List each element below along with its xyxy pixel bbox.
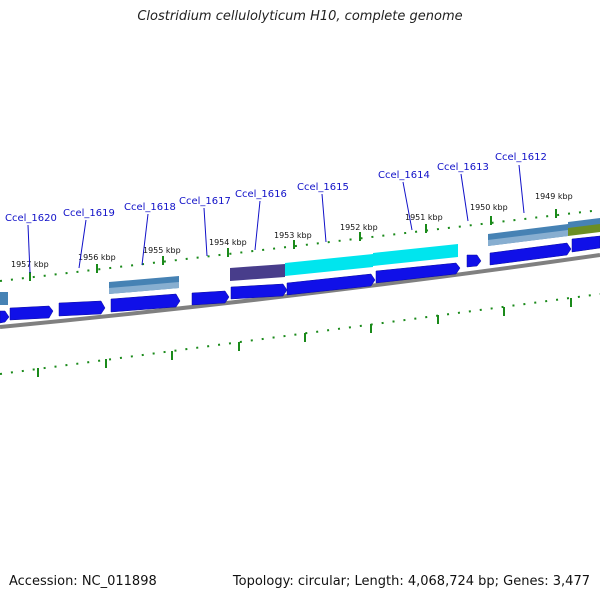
genome-summary-text: Topology: circular; Length: 4,068,724 bp… — [232, 574, 590, 589]
inner-scale-ring — [0, 293, 600, 375]
scale-label: 1950 kbp — [470, 203, 508, 212]
gene-label: Ccel_1613 — [437, 162, 489, 173]
annotation-block — [0, 292, 8, 305]
inner-scale-ticks — [37, 298, 572, 377]
gene-arrow — [489, 242, 572, 266]
gene-arrow — [375, 262, 461, 284]
gene-labels[interactable]: Ccel_1620 Ccel_1619 Ccel_1618 Ccel_1617 … — [5, 152, 547, 224]
gene-label: Ccel_1616 — [235, 189, 287, 200]
gene-arrow — [286, 273, 376, 296]
gene-label: Ccel_1614 — [378, 170, 430, 181]
outer-scale-ticks — [29, 209, 557, 281]
scale-label: 1955 kbp — [143, 246, 181, 255]
outer-scale-ring — [0, 209, 600, 282]
scale-label: 1956 kbp — [78, 253, 116, 262]
gene-arrow — [191, 290, 230, 306]
annotation-block — [230, 264, 285, 281]
accession-text: Accession: NC_011898 — [9, 574, 157, 589]
scale-label: 1954 kbp — [209, 238, 247, 247]
gene-arrow — [58, 300, 106, 317]
annotation-blocks[interactable] — [0, 218, 600, 305]
annotation-block — [373, 244, 458, 266]
scale-label: 1952 kbp — [340, 223, 378, 232]
annotation-block — [568, 224, 600, 236]
gene-arrow — [571, 235, 600, 253]
annotation-block — [488, 230, 568, 246]
gene-label: Ccel_1617 — [179, 196, 231, 207]
gene-label: Ccel_1619 — [63, 208, 115, 219]
gene-arrow — [110, 293, 181, 313]
gene-label: Ccel_1615 — [297, 182, 349, 193]
scale-label: 1949 kbp — [535, 192, 573, 201]
gene-arrow — [230, 283, 288, 300]
genome-backbone — [0, 253, 600, 329]
reverse-strand-genes[interactable] — [0, 235, 600, 324]
annotation-block — [109, 282, 179, 294]
scale-label: 1953 kbp — [274, 231, 312, 240]
gene-label-leaders — [27, 164, 525, 274]
annotation-block — [285, 254, 373, 276]
scale-labels: 1957 kbp 1956 kbp 1955 kbp 1954 kbp 1953… — [11, 192, 573, 269]
gene-label: Ccel_1612 — [495, 152, 547, 163]
gene-arrow — [9, 305, 54, 321]
gene-arrow — [466, 254, 482, 268]
gene-label: Ccel_1620 — [5, 213, 57, 224]
map-title: Clostridium cellulolyticum H10, complete… — [137, 9, 463, 24]
gene-label: Ccel_1618 — [124, 202, 176, 213]
scale-label: 1951 kbp — [405, 213, 443, 222]
gene-arrow — [0, 310, 10, 324]
